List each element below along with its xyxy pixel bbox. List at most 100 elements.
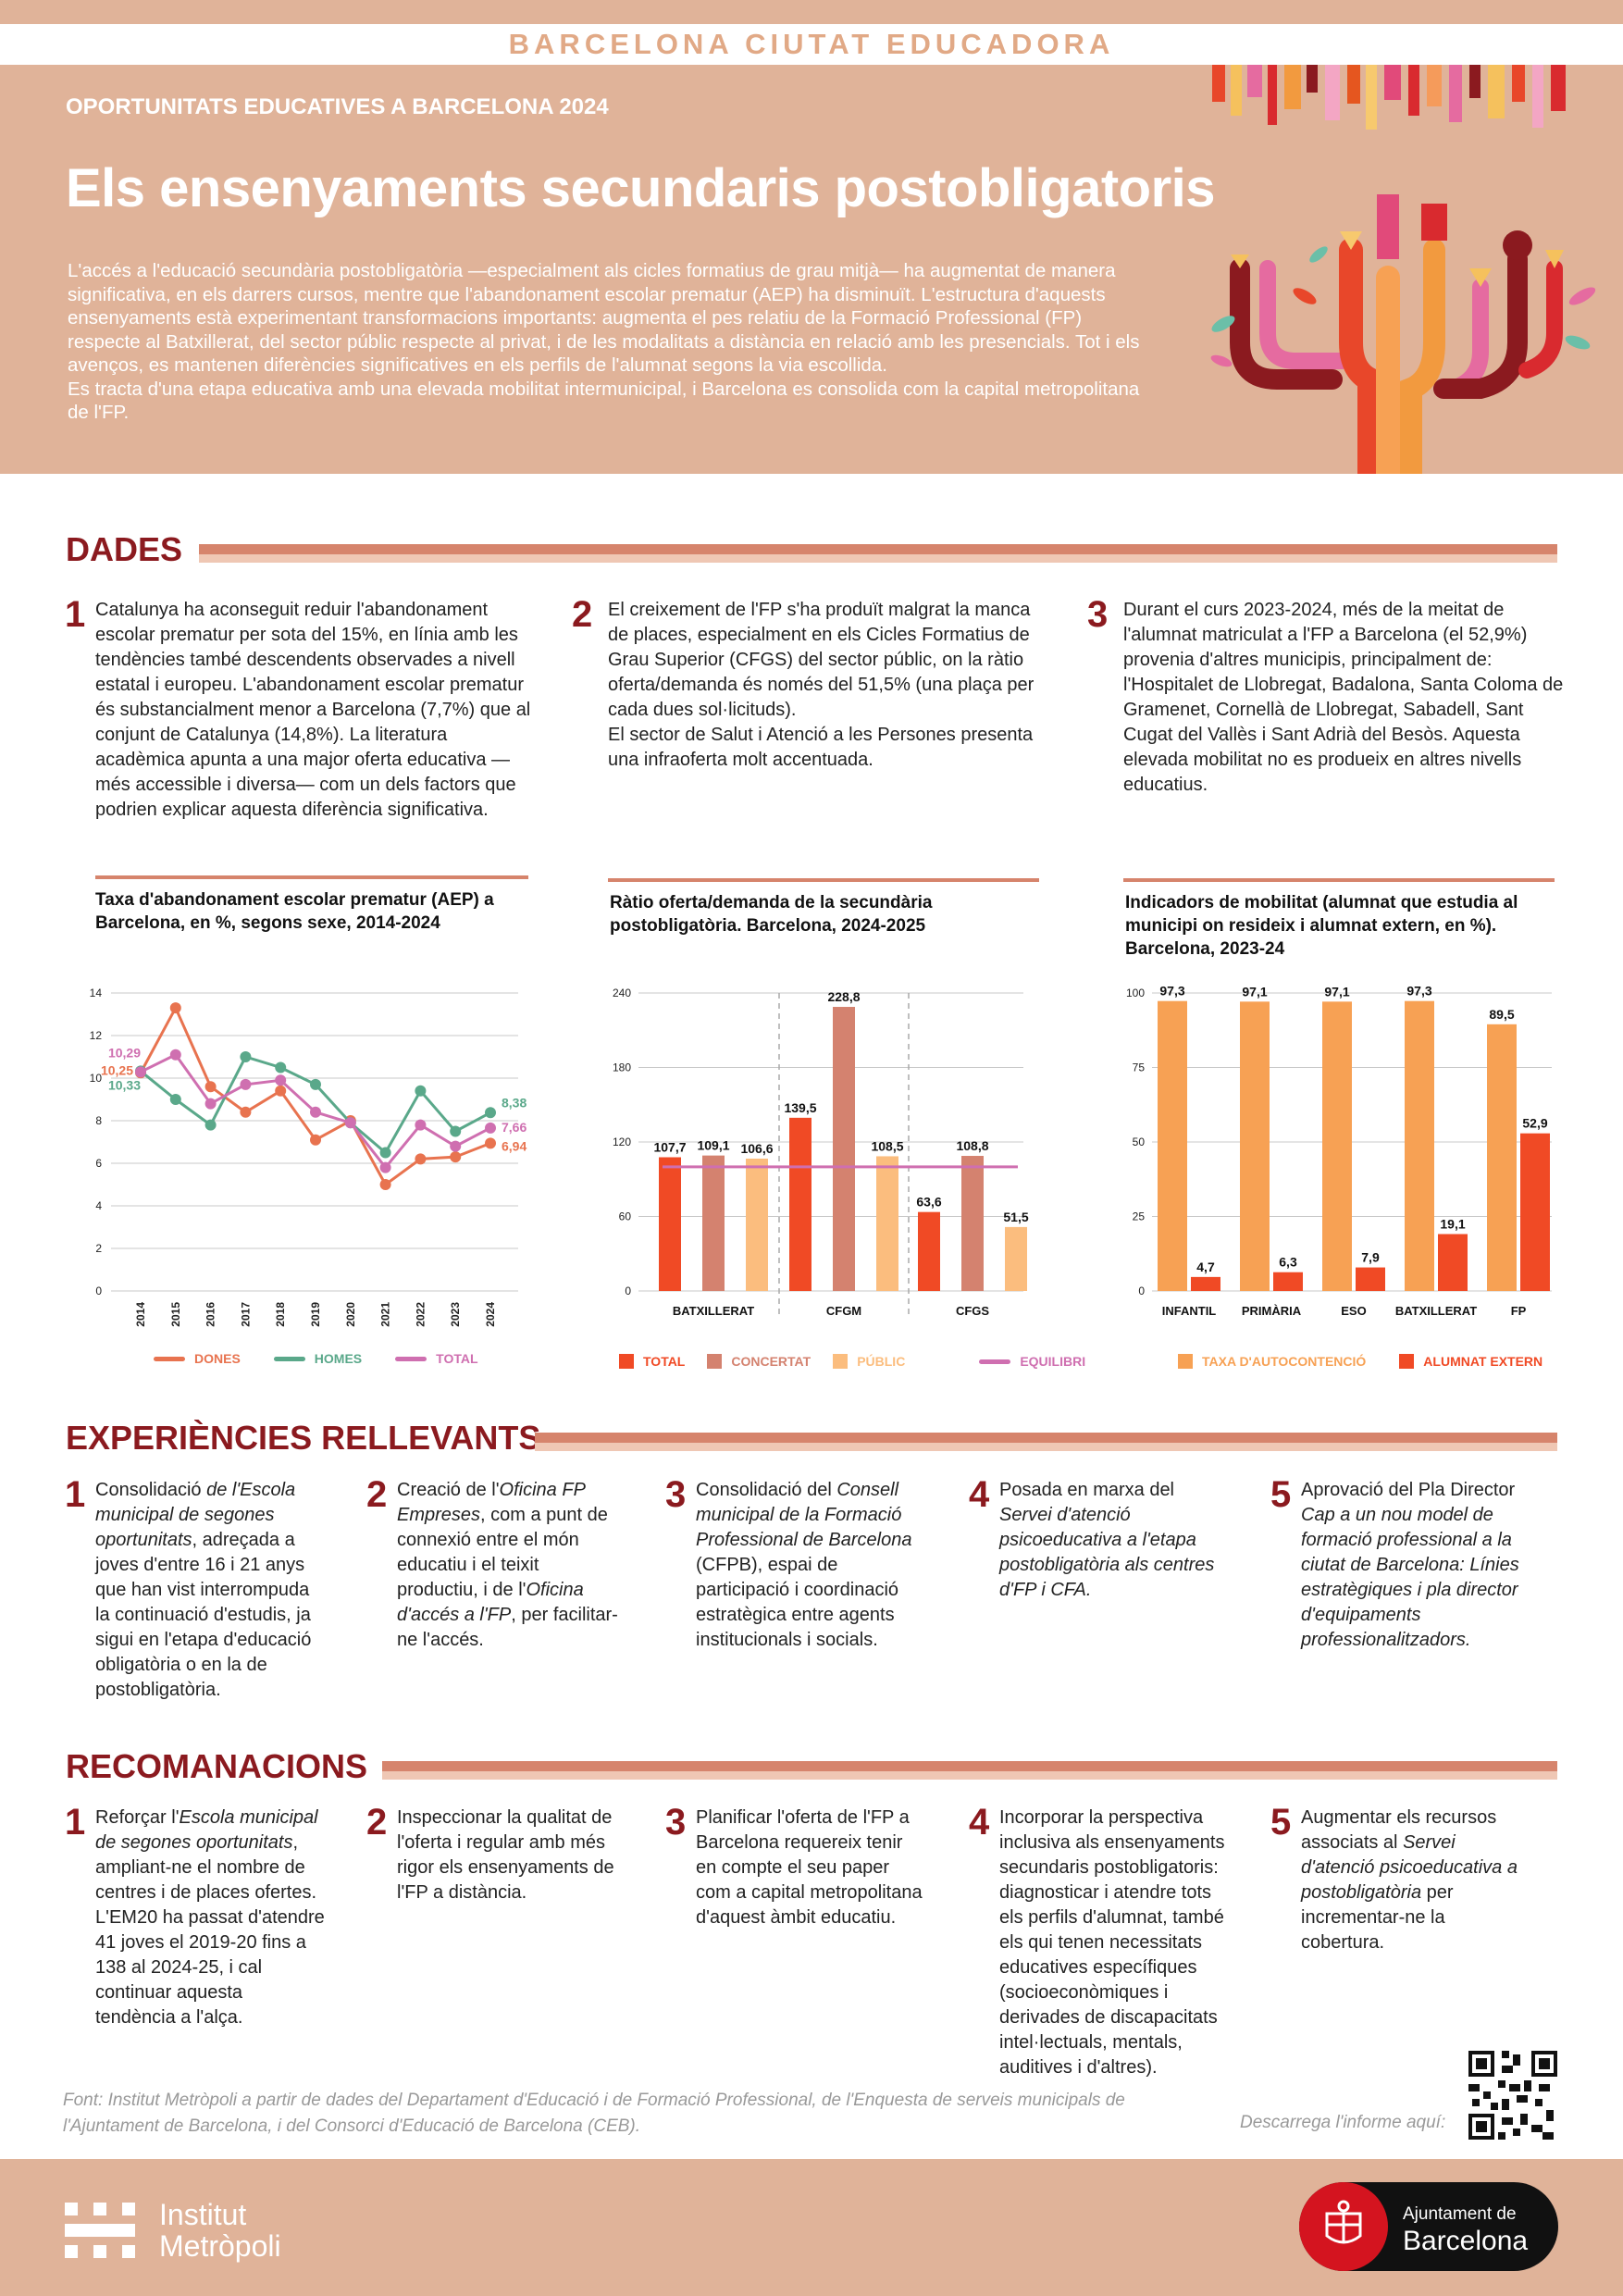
data-point-total (415, 1119, 427, 1131)
hero-kicker: OPORTUNITATS EDUCATIVES A BARCELONA 2024 (66, 94, 609, 119)
legend-extern-swatch (1399, 1354, 1415, 1369)
chart2-rule (608, 878, 1039, 882)
recomanacions-text-4-pre: Incorporar la perspectiva inclusiva als … (999, 1807, 1225, 2078)
chart1-rule (95, 875, 528, 879)
experiencies-text-5-pre: Aprovació del Pla Director (1301, 1480, 1516, 1500)
bar-extern (1438, 1234, 1468, 1291)
legend-dones-label: DONES (194, 1351, 241, 1366)
data-point-total (450, 1140, 462, 1152)
dades-text-1: Catalunya ha aconseguit reduir l'abandon… (95, 600, 531, 820)
hero-intro: L'accés a l'educació secundària postobli… (68, 259, 1150, 425)
recomanacions-number-1: 1 (65, 1802, 86, 1843)
data-point-total (275, 1074, 287, 1086)
data-point-homes (415, 1085, 427, 1097)
chart-mobility-bars: 0 25 50 75 100 97,3 4,7 INFANTIL 97,1 6,3 PRIMÀRIA… (1126, 984, 1552, 1318)
bar-value-label: 109,1 (697, 1138, 729, 1153)
bar-value-label: 6,3 (1279, 1255, 1297, 1270)
recomanacions-text-2-pre: Inspeccionar la qualitat de l'oferta i r… (397, 1807, 614, 1903)
legend-dones-swatch (154, 1356, 185, 1361)
bar-value-label: 97,1 (1242, 984, 1267, 999)
data-point-homes (169, 1094, 181, 1105)
y-tick-label: 14 (90, 987, 103, 999)
legend-total-swatch (619, 1354, 634, 1369)
section-rule-dades (199, 544, 1557, 563)
institut-metropoli-mark-icon (65, 2203, 135, 2258)
x-category-label: FP (1511, 1304, 1527, 1318)
dades-text-2: El creixement de l'FP s'ha produït malgr… (608, 600, 1035, 770)
data-point-dones (310, 1134, 321, 1146)
bar-value-label: 7,9 (1361, 1250, 1380, 1265)
legend-autocontencio-swatch (1178, 1354, 1193, 1369)
x-tick-label: 2020 (344, 1302, 357, 1327)
data-point-dones (379, 1179, 391, 1190)
recomanacions-text-3: Planificar l'oferta de l'FP a Barcelona … (696, 1806, 927, 1930)
y-tick-label: 25 (1133, 1210, 1146, 1223)
x-tick-label: 2018 (274, 1302, 287, 1327)
data-point-total (135, 1066, 146, 1078)
x-category-label: PRIMÀRIA (1242, 1304, 1302, 1318)
y-tick-label: 2 (95, 1242, 102, 1255)
recomanacions-text-3-pre: Planificar l'oferta de l'FP a Barcelona … (696, 1807, 923, 1928)
experiencies-text-3-pre: Consolidació del (696, 1480, 837, 1500)
data-point-total (240, 1078, 252, 1090)
y-tick-label: 100 (1126, 987, 1145, 999)
brand-title: BARCELONA CIUTAT EDUCADORA (508, 28, 1115, 60)
data-point-homes (379, 1147, 391, 1159)
bar-total (918, 1211, 940, 1291)
recomanacions-number-2: 2 (366, 1802, 388, 1843)
x-tick-label: 2024 (484, 1302, 497, 1327)
legend-public-swatch (833, 1354, 849, 1369)
x-tick-label: 2014 (134, 1302, 147, 1327)
y-tick-label: 0 (625, 1285, 631, 1297)
y-tick-label: 0 (1138, 1285, 1145, 1297)
experiencies-number-2: 2 (366, 1474, 388, 1515)
section-title-recomanacions: RECOMANACIONS (66, 1747, 368, 1785)
bar-autocontencio (1405, 1000, 1434, 1291)
bar-value-label: 4,7 (1196, 1260, 1215, 1274)
bar-value-label: 51,5 (1003, 1210, 1028, 1224)
legend-equilibri-swatch (979, 1359, 1011, 1364)
bar-total (789, 1117, 812, 1291)
data-point-total (204, 1098, 217, 1110)
data-point-dones (485, 1137, 496, 1149)
recomanacions-number-5: 5 (1270, 1802, 1292, 1843)
bar-value-label: 19,1 (1440, 1216, 1465, 1231)
bar-concertat (702, 1155, 725, 1291)
recomanacions-text-1-post: , ampliant-ne el nombre de centres i de … (95, 1832, 325, 2028)
institut-metropoli-logo[interactable]: Institut Metròpoli (65, 2199, 281, 2262)
bar-autocontencio (1158, 1000, 1187, 1291)
experiencies-text-1: Consolidació de l'Escola municipal de se… (95, 1478, 322, 1703)
experiencies-text-2-em2: Oficina d'accés a l'FP (397, 1580, 584, 1625)
data-point-dones (204, 1081, 217, 1093)
chart1-legend: DONES HOMES TOTAL (154, 1351, 478, 1366)
legend-public-label: PÚBLIC (857, 1354, 906, 1369)
bcn-line-1: Ajuntament de (1403, 2204, 1517, 2224)
data-point-homes (310, 1078, 321, 1090)
page-title: Els ensenyaments secundaris postobligato… (66, 158, 1216, 218)
recomanacions-text-1-em: Escola municipal de segones oportunitats (95, 1807, 318, 1853)
legend-homes-label: HOMES (314, 1351, 363, 1366)
data-point-total (485, 1122, 496, 1134)
im-line-2: Metròpoli (159, 2229, 281, 2263)
chart2-title: Ràtio oferta/demanda de la secundària po… (610, 893, 933, 936)
series-line-dones (139, 1004, 491, 1187)
qr-code[interactable] (1468, 2051, 1557, 2140)
bar-value-label: 107,7 (653, 1140, 686, 1155)
chart3-legend: TAXA D'AUTOCONTENCIÓ ALUMNAT EXTERN (1178, 1354, 1542, 1369)
experiencies-text-2-post: , com a punt de connexió entre el món ed… (397, 1505, 608, 1600)
legend-concertat-label: CONCERTAT (731, 1354, 812, 1369)
intro-paragraph-1: L'accés a l'educació secundària postobli… (68, 260, 1140, 376)
bar-públic (1005, 1226, 1027, 1291)
recomanacions-text-2: Inspeccionar la qualitat de l'oferta i r… (397, 1806, 628, 1905)
start-label-total: 10,29 (108, 1045, 141, 1060)
end-label-total: 7,66 (502, 1120, 527, 1135)
ajuntament-barcelona-logo[interactable]: Ajuntament de Barcelona (1299, 2182, 1558, 2271)
x-category-label: BATXILLERAT (1395, 1304, 1477, 1318)
bar-extern (1356, 1267, 1385, 1291)
barcelona-shield-icon (1299, 2182, 1388, 2271)
experiencies-number-4: 4 (969, 1474, 990, 1515)
experiencies-text-5: Aprovació del Pla Director Cap a un nou … (1301, 1478, 1528, 1653)
experiencies-text-3-em: Consell municipal de la Formació Profess… (696, 1480, 912, 1550)
x-category-label: ESO (1341, 1304, 1366, 1318)
data-point-total (169, 1049, 181, 1061)
